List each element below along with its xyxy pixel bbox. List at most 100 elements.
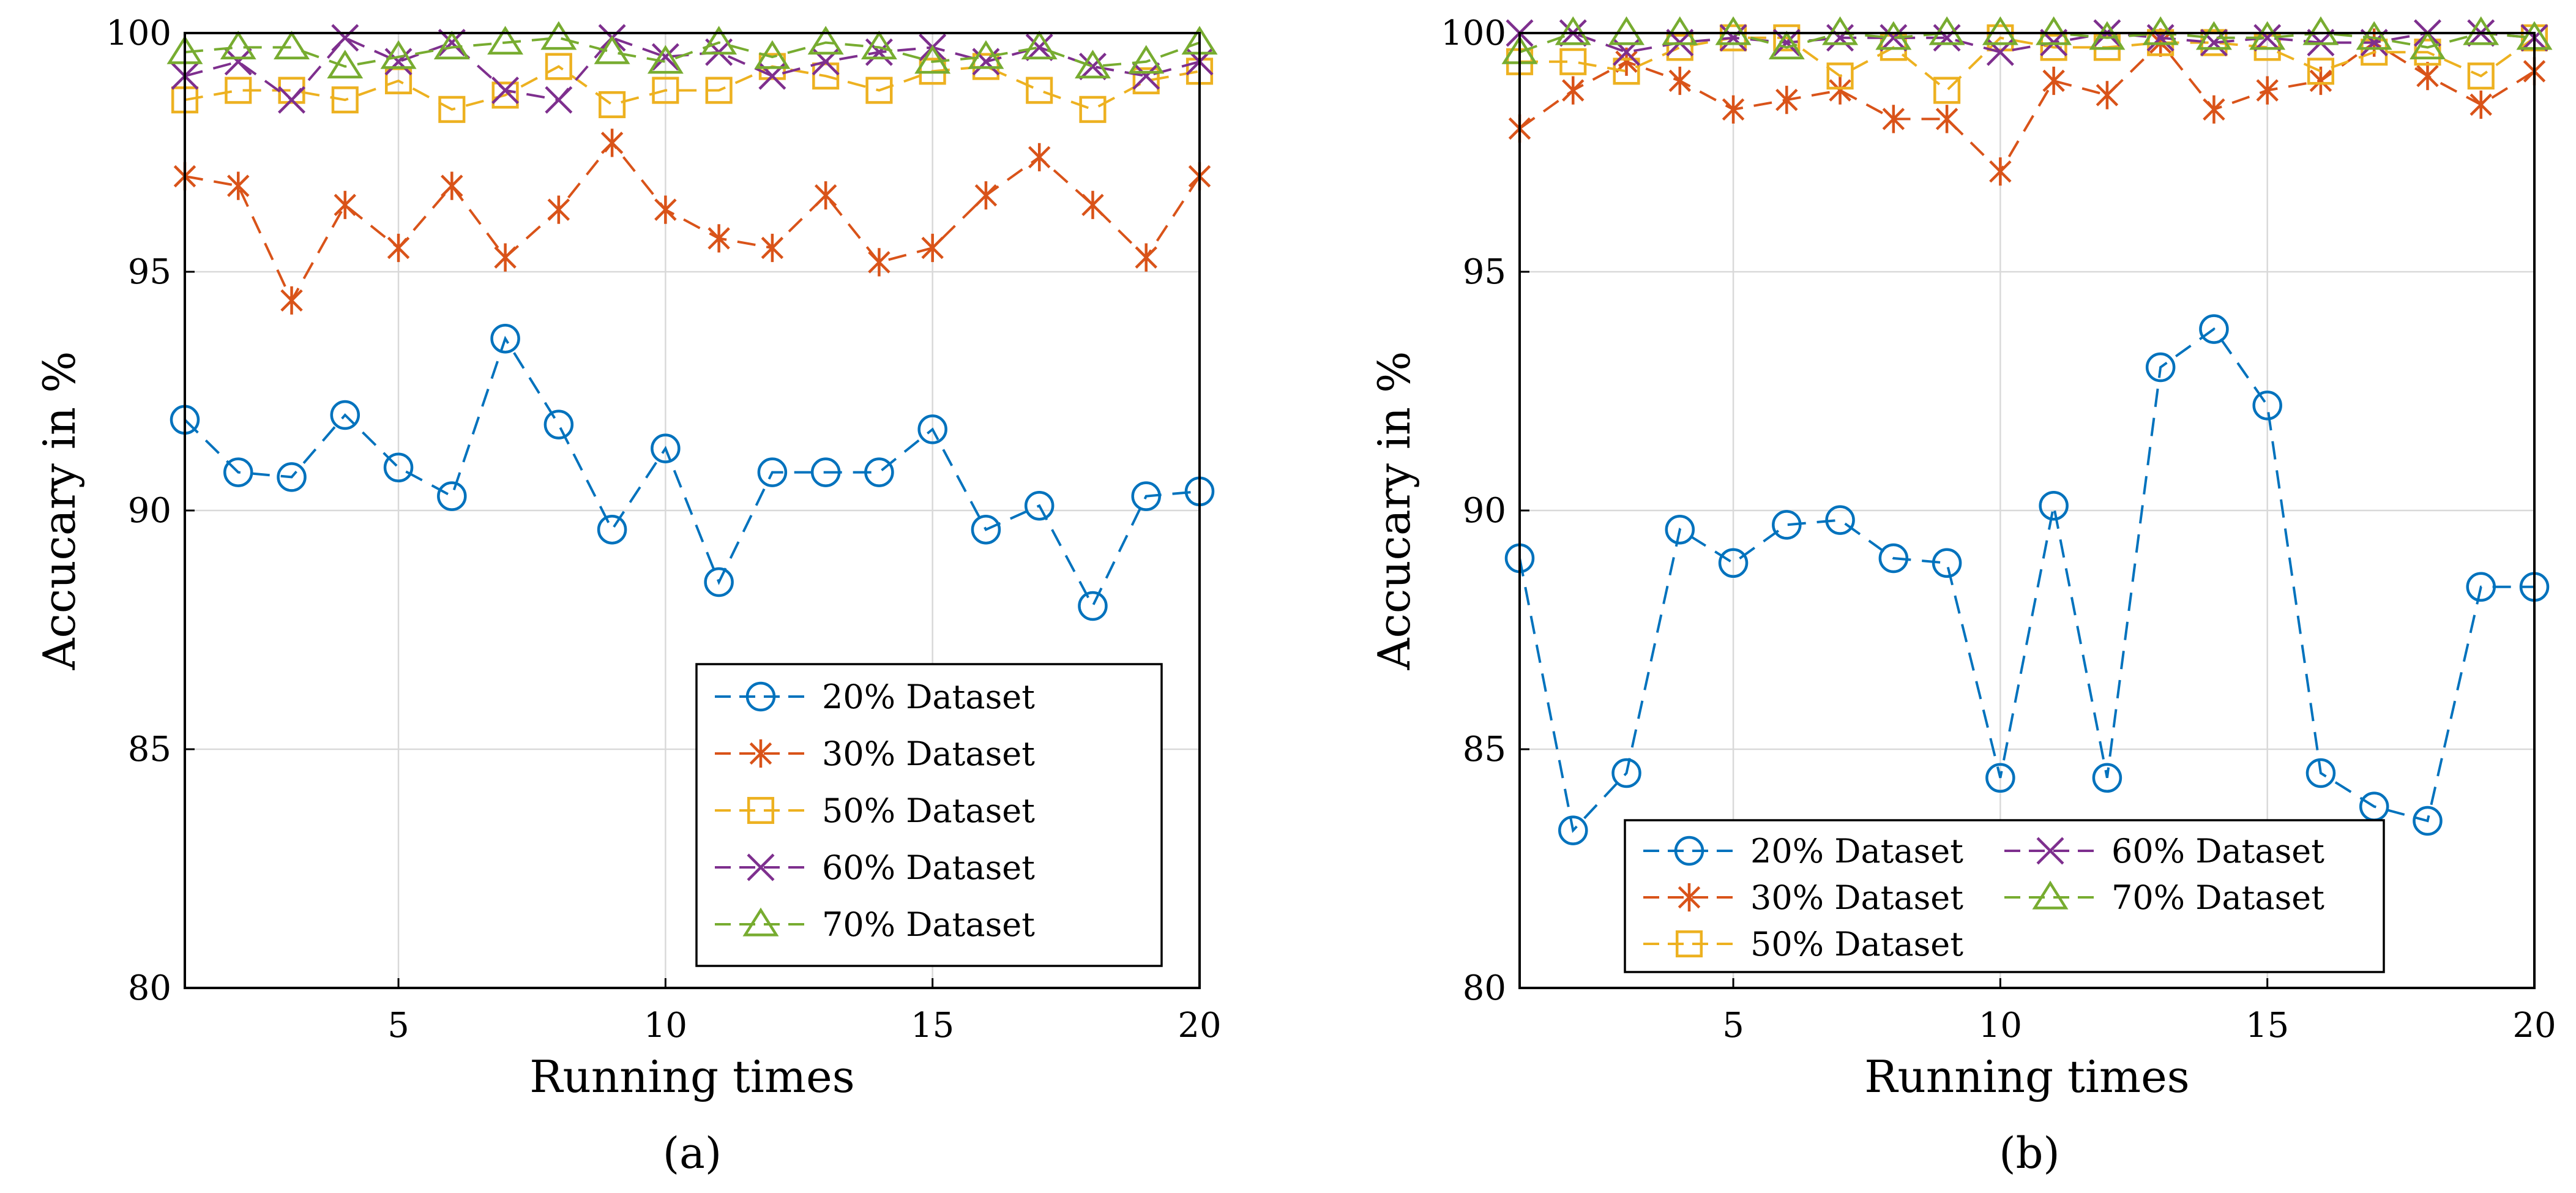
- panel-b-point-30pct-dataset-18: [2416, 62, 2439, 91]
- panel-b-line-60pct-dataset: [1520, 31, 2535, 54]
- panel-a-point-70pct-dataset-5: [380, 40, 417, 69]
- panel-a-point-30pct-dataset-3: [280, 286, 303, 315]
- panel-a-ytick-label-85: 85: [128, 730, 171, 769]
- panel-a-point-70pct-dataset-9: [594, 35, 630, 64]
- panel-a-legend: 20% Dataset 30% Dataset 50% Dataset 60% Dat…: [695, 663, 1163, 967]
- panel-a-series-50pct-dataset: [171, 53, 1214, 123]
- panel-a-line-60pct-dataset: [184, 36, 1200, 102]
- panel-a-point-20pct-dataset-13: [810, 457, 841, 487]
- panel-b-legend-item-50pct-dataset: 50% Dataset: [1643, 925, 1963, 963]
- panel-a-point-60pct-dataset-4: [331, 24, 359, 52]
- panel-a-point-20pct-dataset-14: [864, 457, 894, 487]
- panel-b-point-70pct-dataset-9: [1928, 16, 1965, 45]
- panel-b-series-20pct-dataset: [1504, 314, 2550, 845]
- panel-b-xtick-label-10: 10: [1979, 1006, 2022, 1045]
- panel-a-point-60pct-dataset-14: [865, 38, 893, 66]
- panel-a-line-70pct-dataset: [184, 36, 1200, 68]
- panel-a-legend-item-20pct-dataset: 20% Dataset: [715, 678, 1035, 716]
- panel-a-point-30pct-dataset-13: [814, 181, 837, 210]
- panel-b-xtick-label-5: 5: [1722, 1006, 1744, 1045]
- panel-a-point-30pct-dataset-7: [494, 243, 517, 272]
- panel-b-point-70pct-dataset-4: [1662, 16, 1698, 45]
- panel-a-point-20pct-dataset-17: [1024, 490, 1055, 521]
- panel-b-ytick-label-90: 90: [1463, 491, 1506, 531]
- panel-a-point-70pct-dataset-6: [433, 31, 470, 59]
- panel-a-point-20pct-dataset-19: [1131, 481, 1161, 511]
- panel-a-point-60pct-dataset-16: [972, 48, 1000, 76]
- panel-a-point-60pct-dataset-8: [545, 86, 573, 114]
- panel-a-point-50pct-dataset-17: [1026, 77, 1053, 104]
- panel-a-point-50pct-dataset-8: [545, 53, 572, 80]
- panel-b-point-60pct-dataset-7: [1826, 24, 1854, 52]
- panel-a-point-60pct-dataset-2: [224, 48, 252, 76]
- panel-b-point-20pct-dataset-11: [2039, 490, 2069, 521]
- panel-b-point-70pct-dataset-13: [2142, 16, 2179, 45]
- panel-b-point-30pct-dataset-7: [1829, 76, 1851, 105]
- panel-a-legend-item-30pct-dataset: 30% Dataset: [715, 735, 1035, 773]
- panel-a-point-30pct-dataset-14: [868, 248, 890, 277]
- panel-a-point-70pct-dataset-17: [1021, 31, 1058, 59]
- panel-b-legend-label-20pct-dataset: 20% Dataset: [1750, 832, 1963, 870]
- panel-b-point-30pct-dataset-19: [2470, 90, 2492, 119]
- panel-b-xlabel: Running times: [1864, 1051, 2190, 1102]
- panel-b-legend-item-60pct-dataset: 60% Dataset: [2004, 832, 2324, 870]
- panel-b-point-50pct-dataset-17: [2361, 39, 2388, 66]
- panel-a-point-30pct-dataset-8: [547, 195, 570, 224]
- panel-a-xtick-label-15: 15: [911, 1006, 954, 1045]
- panel-a-point-50pct-dataset-18: [1079, 95, 1107, 123]
- panel-b-ytick-label-100: 100: [1441, 13, 1506, 53]
- panel-b-point-20pct-dataset-3: [1611, 758, 1641, 788]
- panel-b-point-30pct-dataset-15: [2256, 76, 2279, 105]
- panel-b-point-20pct-dataset-2: [1558, 815, 1588, 845]
- panel-a-point-70pct-dataset-12: [754, 40, 791, 69]
- panel-a-xtick-label-10: 10: [644, 1006, 687, 1045]
- panel-b-legend-marker-50pct-dataset: [1675, 930, 1703, 958]
- panel-a-ytick-label-95: 95: [128, 252, 171, 292]
- panel-a-series-60pct-dataset: [171, 24, 1214, 114]
- panel-a-point-30pct-dataset-2: [227, 171, 250, 200]
- panel-b-point-50pct-dataset-11: [2040, 34, 2067, 61]
- panel-a-point-30pct-dataset-9: [600, 129, 624, 157]
- panel-a-point-20pct-dataset-9: [597, 514, 627, 545]
- panel-b-point-30pct-dataset-8: [1882, 105, 1905, 133]
- panel-a-point-50pct-dataset-2: [225, 77, 252, 104]
- panel-b-point-60pct-dataset-8: [1880, 24, 1908, 52]
- panel-a-point-20pct-dataset-6: [437, 481, 467, 511]
- panel-a-series-30pct-dataset: [173, 129, 1211, 315]
- panel-b-point-20pct-dataset-12: [2092, 763, 2122, 793]
- panel-b-point-70pct-dataset-7: [1822, 16, 1859, 45]
- panel-b-point-70pct-dataset-11: [2036, 16, 2072, 45]
- panel-a-point-20pct-dataset-12: [757, 457, 788, 487]
- panel-b-point-50pct-dataset-3: [1613, 58, 1640, 85]
- panel-a-point-20pct-dataset-10: [651, 433, 681, 463]
- panel-a-point-70pct-dataset-11: [701, 26, 737, 55]
- panel-b-line-30pct-dataset: [1518, 40, 2536, 174]
- panel-a-chart: 5 10 15 20 80 85 90 95 100 Running times Accucary …: [34, 13, 1222, 1102]
- panel-a-legend-label-30pct-dataset: 30% Dataset: [822, 735, 1035, 773]
- panel-a-legend-label-70pct-dataset: 70% Dataset: [822, 905, 1035, 944]
- panel-a-point-50pct-dataset-9: [599, 91, 626, 119]
- panel-a-legend-marker-30pct-dataset: [749, 739, 772, 768]
- panel-a-legend-item-60pct-dataset: 60% Dataset: [715, 848, 1035, 887]
- panel-b-point-60pct-dataset-15: [2253, 24, 2282, 52]
- panel-a-point-70pct-dataset-15: [914, 45, 951, 74]
- panel-b-legend-item-20pct-dataset: 20% Dataset: [1643, 832, 1963, 870]
- panel-a-legend-item-70pct-dataset: 70% Dataset: [715, 905, 1035, 944]
- panel-b-point-70pct-dataset-19: [2463, 16, 2499, 45]
- panel-a-xtick-label-5: 5: [387, 1006, 409, 1045]
- panel-b-point-60pct-dataset-9: [1933, 24, 1961, 52]
- panel-a-label: (a): [663, 1128, 722, 1178]
- panel-a-point-50pct-dataset-13: [812, 62, 840, 90]
- panel-a-point-60pct-dataset-19: [1132, 62, 1160, 90]
- panel-a-point-50pct-dataset-4: [331, 86, 359, 114]
- panel-b-legend-marker-60pct-dataset: [2036, 837, 2064, 865]
- panel-a-point-30pct-dataset-18: [1081, 190, 1104, 219]
- panel-a-series-20pct-dataset: [170, 323, 1215, 621]
- panel-b-ylabel: Accucary in %: [1368, 351, 1420, 671]
- panel-a-point-60pct-dataset-5: [384, 48, 413, 76]
- panel-b-point-50pct-dataset-4: [1666, 34, 1693, 61]
- panel-a-point-60pct-dataset-3: [278, 86, 306, 114]
- panel-b-legend-label-30pct-dataset: 30% Dataset: [1750, 878, 1963, 917]
- panel-b-xtick-label-20: 20: [2512, 1006, 2556, 1045]
- panel-a-point-70pct-dataset-3: [274, 31, 310, 59]
